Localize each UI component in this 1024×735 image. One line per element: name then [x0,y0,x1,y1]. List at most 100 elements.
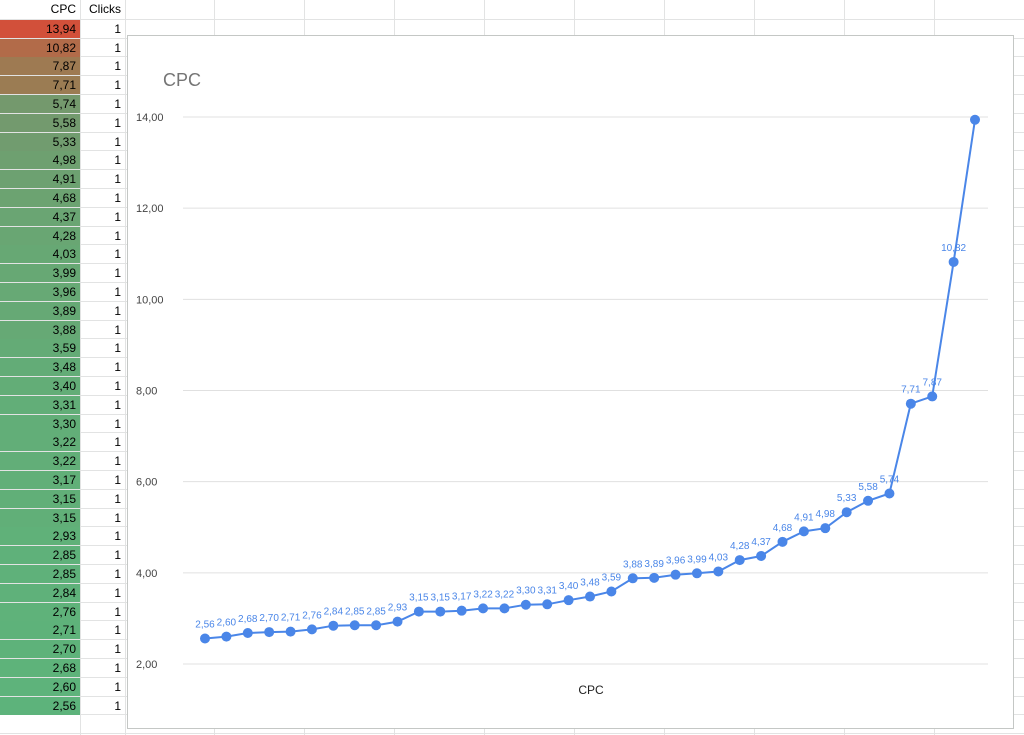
data-point[interactable] [627,573,638,584]
data-point[interactable] [371,620,382,631]
clicks-cell[interactable]: 1 [114,41,121,55]
data-point[interactable] [756,550,767,561]
data-point[interactable] [200,633,210,644]
cpc-cell[interactable]: 2,85 [0,546,80,564]
clicks-cell[interactable]: 1 [114,135,121,149]
data-point[interactable] [713,566,724,577]
chart-container[interactable]: CPC 2,00 4,00 6,00 8,00 10,00 12,00 14,00 2,56… [127,35,1014,729]
clicks-cell[interactable]: 1 [114,605,121,619]
data-point[interactable] [798,526,809,537]
cpc-cell[interactable]: 4,37 [0,208,80,226]
clicks-cell[interactable]: 1 [114,304,121,318]
cpc-cell[interactable]: 3,96 [0,283,80,301]
cpc-cell[interactable]: 4,91 [0,170,80,188]
clicks-cell[interactable]: 1 [114,323,121,337]
cpc-cell[interactable]: 7,87 [0,57,80,75]
cpc-cell[interactable]: 3,99 [0,264,80,282]
data-point[interactable] [264,627,275,638]
data-point[interactable] [242,628,253,639]
data-point[interactable] [456,605,467,616]
clicks-cell[interactable]: 1 [114,529,121,543]
cpc-cell[interactable]: 2,70 [0,640,80,658]
clicks-cell[interactable]: 1 [114,548,121,562]
data-point[interactable] [820,523,831,534]
clicks-cell[interactable]: 1 [114,642,121,656]
cpc-cell[interactable]: 5,74 [0,95,80,113]
column-b-header[interactable]: Clicks [89,2,121,16]
clicks-cell[interactable]: 1 [114,191,121,205]
column-a-header[interactable]: CPC [50,2,76,16]
data-point[interactable] [927,391,938,402]
clicks-cell[interactable]: 1 [114,97,121,111]
cpc-cell[interactable]: 4,28 [0,227,80,245]
data-point[interactable] [520,599,531,610]
cpc-cell[interactable]: 2,84 [0,584,80,602]
cpc-cell[interactable]: 10,82 [0,39,80,57]
cpc-cell[interactable]: 2,56 [0,697,80,715]
clicks-cell[interactable]: 1 [114,511,121,525]
cpc-cell[interactable]: 2,93 [0,527,80,545]
cpc-cell[interactable]: 3,30 [0,415,80,433]
cpc-cell[interactable]: 2,60 [0,678,80,696]
data-point[interactable] [649,572,660,583]
clicks-cell[interactable]: 1 [114,417,121,431]
clicks-cell[interactable]: 1 [114,285,121,299]
cpc-cell[interactable]: 7,71 [0,76,80,94]
data-point[interactable] [328,620,339,631]
clicks-cell[interactable]: 1 [114,78,121,92]
clicks-cell[interactable]: 1 [114,435,121,449]
data-point[interactable] [606,586,617,597]
cpc-cell[interactable]: 3,59 [0,339,80,357]
cpc-cell[interactable]: 4,68 [0,189,80,207]
cpc-cell[interactable]: 3,89 [0,302,80,320]
clicks-cell[interactable]: 1 [114,360,121,374]
data-point[interactable] [905,398,916,409]
clicks-cell[interactable]: 1 [114,341,121,355]
cpc-cell[interactable]: 2,85 [0,565,80,583]
clicks-cell[interactable]: 1 [114,661,121,675]
clicks-cell[interactable]: 1 [114,492,121,506]
cpc-cell[interactable]: 3,15 [0,509,80,527]
data-point[interactable] [221,631,232,642]
cpc-cell[interactable]: 3,15 [0,490,80,508]
data-point[interactable] [970,114,980,125]
cpc-cell[interactable]: 2,68 [0,659,80,677]
data-point[interactable] [306,624,317,635]
data-point[interactable] [542,599,553,610]
data-point[interactable] [563,595,574,606]
cpc-cell[interactable]: 3,40 [0,377,80,395]
clicks-cell[interactable]: 1 [114,229,121,243]
clicks-cell[interactable]: 1 [114,398,121,412]
data-point[interactable] [841,507,852,518]
cpc-cell[interactable]: 4,03 [0,245,80,263]
data-point[interactable] [691,568,702,579]
data-point[interactable] [435,606,446,617]
data-point[interactable] [478,603,489,614]
clicks-cell[interactable]: 1 [114,172,121,186]
cpc-cell[interactable]: 5,33 [0,133,80,151]
clicks-cell[interactable]: 1 [114,699,121,713]
cpc-cell[interactable]: 3,22 [0,433,80,451]
cpc-cell[interactable]: 2,71 [0,621,80,639]
data-point[interactable] [734,555,745,566]
data-point[interactable] [349,620,360,631]
data-point[interactable] [777,536,788,547]
clicks-cell[interactable]: 1 [114,454,121,468]
data-point[interactable] [413,606,424,617]
data-point[interactable] [499,603,510,614]
cpc-cell[interactable]: 2,76 [0,603,80,621]
clicks-cell[interactable]: 1 [114,567,121,581]
cpc-cell[interactable]: 13,94 [0,20,80,38]
clicks-cell[interactable]: 1 [114,586,121,600]
cpc-cell[interactable]: 3,22 [0,452,80,470]
clicks-cell[interactable]: 1 [114,59,121,73]
clicks-cell[interactable]: 1 [114,22,121,36]
cpc-cell[interactable]: 3,88 [0,321,80,339]
data-point[interactable] [884,488,895,499]
data-point[interactable] [585,591,595,602]
clicks-cell[interactable]: 1 [114,266,121,280]
cpc-cell[interactable]: 3,31 [0,396,80,414]
clicks-cell[interactable]: 1 [114,680,121,694]
data-point[interactable] [392,616,403,627]
data-point[interactable] [948,256,959,267]
